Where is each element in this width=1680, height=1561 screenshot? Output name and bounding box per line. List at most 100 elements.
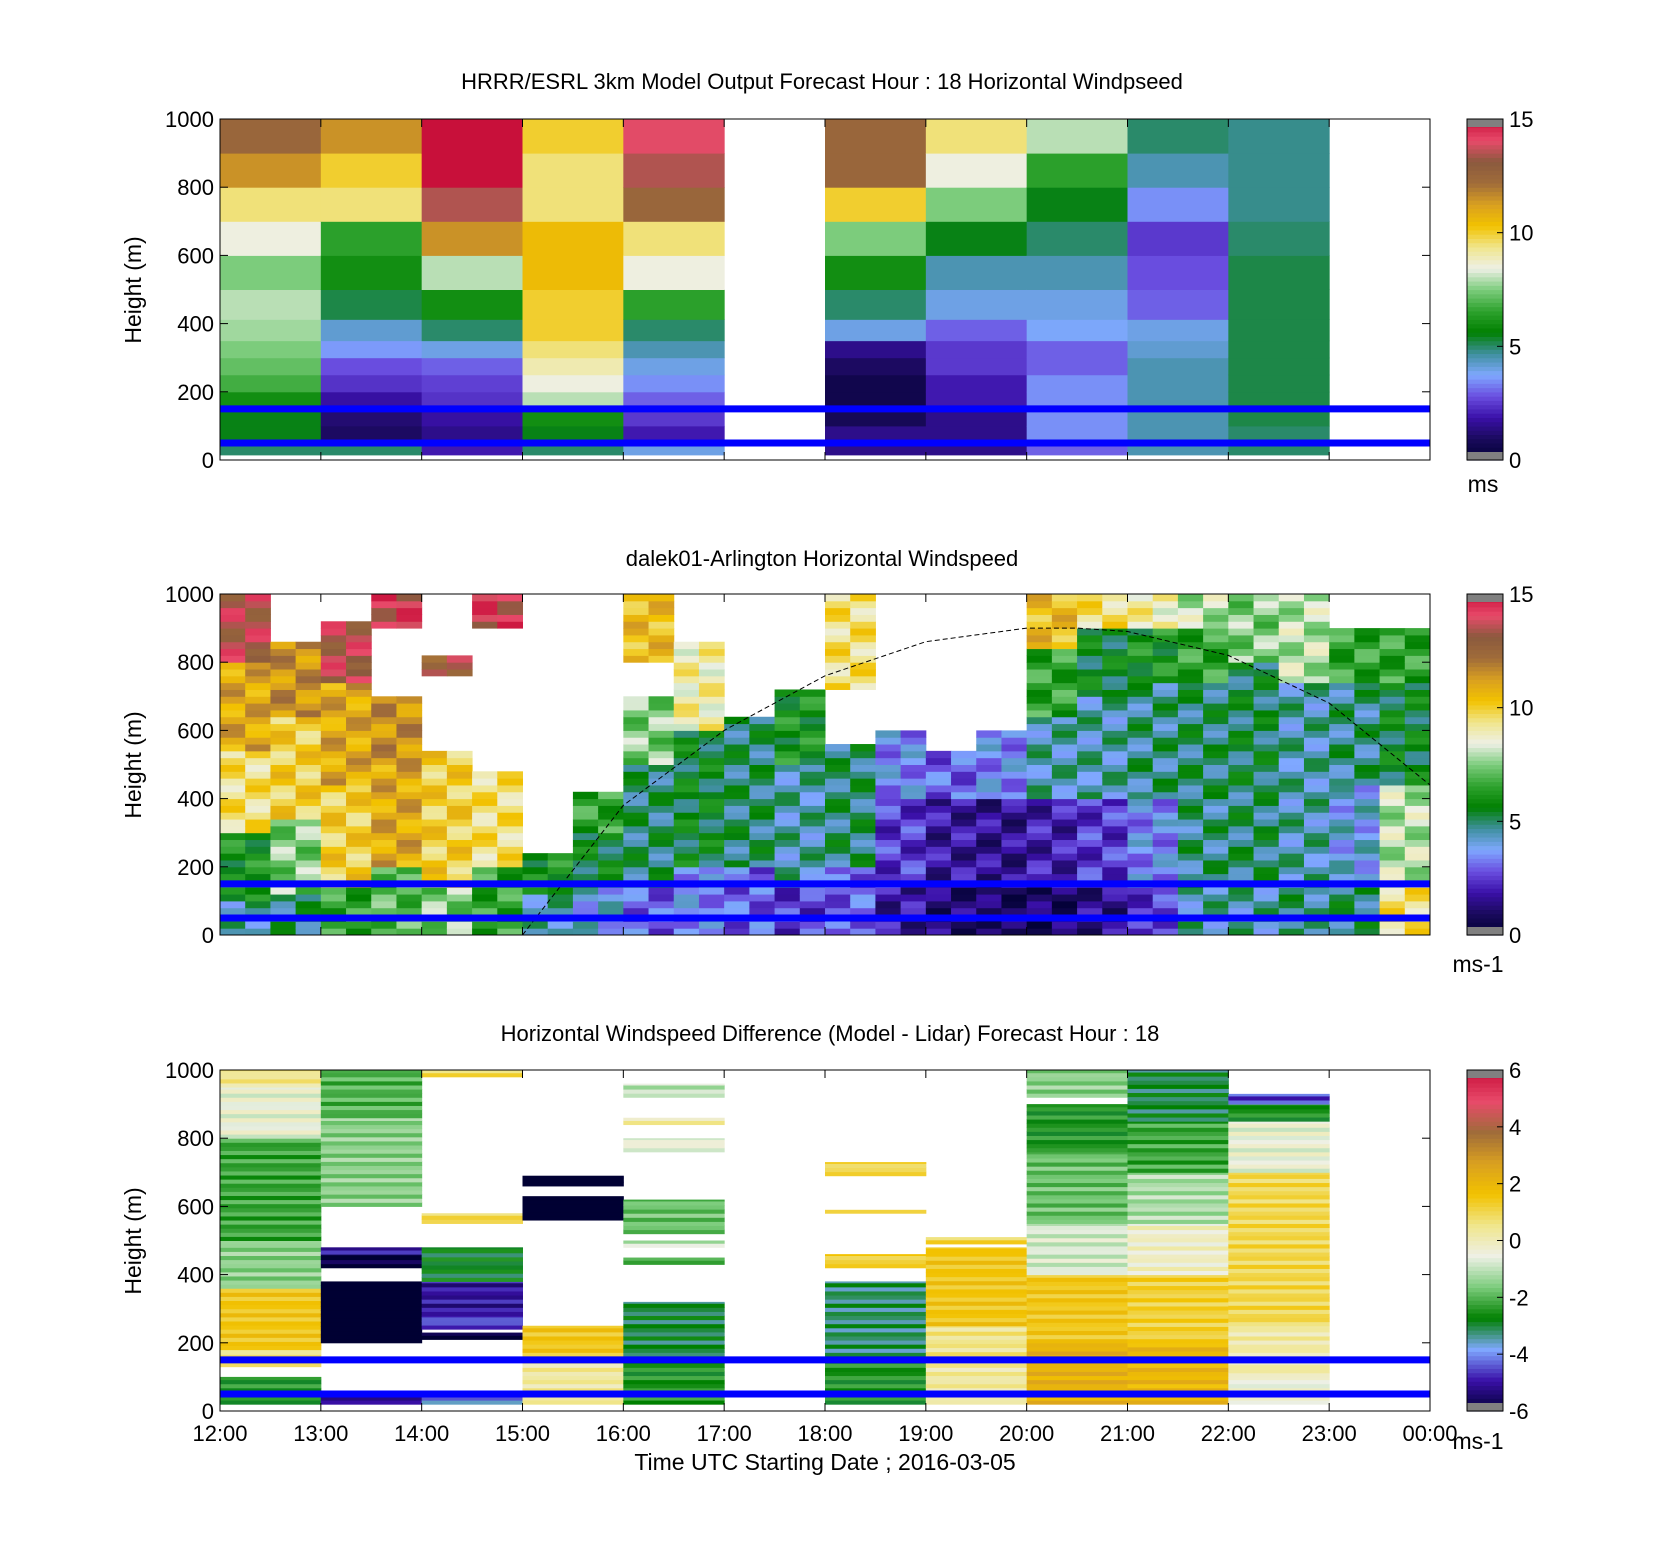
lidar-cell: [1404, 628, 1431, 636]
lidar-cell: [1152, 696, 1179, 704]
model-cell: [1127, 391, 1229, 410]
difference-cell: [220, 1296, 322, 1302]
lidar-cell: [1001, 805, 1028, 813]
difference-cell: [320, 1173, 423, 1179]
lidar-cell: [220, 771, 246, 779]
lidar-cell: [245, 600, 271, 609]
lidar-cell: [925, 859, 952, 868]
colorbar-swatch: [1467, 1176, 1503, 1182]
lidar-cell: [1026, 669, 1053, 677]
lidar-cell: [396, 784, 423, 793]
lidar-cell: [1102, 853, 1128, 861]
lidar-cell: [976, 791, 1002, 800]
colorbar-swatch: [1467, 242, 1503, 248]
model-cell: [1127, 221, 1229, 256]
colorbar-swatch: [1467, 709, 1503, 714]
difference-cell: [1127, 1367, 1229, 1372]
lidar-cell: [1177, 764, 1204, 772]
lidar-cell: [371, 716, 397, 725]
lidar-cell: [396, 819, 423, 827]
lidar-cell: [1177, 600, 1204, 609]
lidar-cell: [1177, 757, 1204, 765]
lidar-cell: [220, 703, 246, 711]
lidar-cell: [698, 921, 725, 929]
model-cell: [623, 289, 725, 320]
difference-cell: [623, 1229, 725, 1235]
y-tick-label: 0: [202, 923, 214, 948]
difference-cell: [220, 1333, 322, 1338]
lidar-cell: [1278, 873, 1305, 881]
lidar-cell: [1329, 921, 1355, 929]
lidar-cell: [850, 887, 876, 895]
difference-cell: [1026, 1110, 1128, 1116]
lidar-cell: [295, 641, 322, 650]
difference-cell: [1026, 1147, 1128, 1153]
lidar-cell: [825, 607, 851, 615]
model-cell: [421, 221, 523, 256]
difference-cell: [1127, 1223, 1229, 1226]
colorbar-swatch: [1467, 1359, 1503, 1365]
lidar-cell: [270, 873, 297, 881]
model-cell: [220, 391, 322, 410]
difference-cell: [1228, 1190, 1330, 1196]
lidar-cell: [1404, 744, 1431, 752]
model-cell: [522, 374, 624, 393]
lidar-cell: [1152, 594, 1179, 602]
lidar-cell: [270, 764, 297, 772]
lidar-cell: [371, 894, 397, 902]
lidar-cell: [799, 798, 826, 806]
model-cell: [220, 153, 322, 188]
difference-cell: [1026, 1104, 1128, 1108]
lidar-cell: [749, 784, 776, 793]
lidar-cell: [1379, 887, 1406, 895]
difference-cell: [220, 1175, 322, 1180]
lidar-cell: [799, 894, 826, 902]
lidar-cell: [623, 784, 650, 793]
lidar-cell: [270, 757, 297, 765]
lidar-cell: [396, 757, 423, 765]
lidar-cell: [673, 737, 700, 745]
lidar-cell: [774, 894, 801, 902]
colorbar-swatch: [1467, 905, 1503, 911]
lidar-cell: [497, 853, 523, 861]
lidar-cell: [245, 764, 271, 772]
lidar-cell: [749, 859, 776, 868]
lidar-cell: [320, 648, 347, 656]
lidar-cell: [497, 921, 523, 929]
model-cell: [1228, 319, 1330, 342]
lidar-cell: [1001, 921, 1028, 929]
lidar-cell: [1152, 614, 1179, 622]
lidar-cell: [270, 928, 297, 936]
colorbar-swatch: [1467, 773, 1503, 778]
lidar-cell: [1077, 696, 1103, 704]
colorbar-under-cap: [1467, 1403, 1503, 1411]
lidar-cell: [245, 709, 271, 718]
lidar-cell: [825, 819, 851, 827]
lidar-cell: [245, 744, 271, 752]
lidar-cell: [1228, 662, 1255, 670]
lidar-cell: [295, 928, 322, 936]
lidar-cell: [900, 812, 927, 820]
difference-cell: [825, 1259, 927, 1265]
lidar-cell: [1177, 873, 1204, 881]
lidar-cell: [1228, 675, 1255, 684]
colorbar-swatch: [1467, 683, 1503, 689]
difference-cell: [623, 1240, 725, 1244]
lidar-cell: [799, 853, 826, 861]
lidar-cell: [295, 764, 322, 772]
lidar-cell: [925, 866, 952, 875]
model-cell: [925, 289, 1028, 320]
difference-cell: [220, 1362, 322, 1368]
lidar-cell: [951, 819, 977, 827]
lidar-cell: [1001, 839, 1028, 847]
lidar-cell: [1152, 628, 1179, 636]
lidar-cell: [900, 887, 927, 895]
difference-cell: [320, 1101, 423, 1106]
lidar-cell: [724, 894, 750, 902]
difference-cell: [421, 1315, 523, 1318]
model-cell: [1127, 119, 1229, 154]
difference-cell: [623, 1120, 725, 1126]
difference-cell: [320, 1334, 423, 1340]
difference-cell: [220, 1207, 322, 1213]
difference-cell: [1026, 1143, 1128, 1149]
